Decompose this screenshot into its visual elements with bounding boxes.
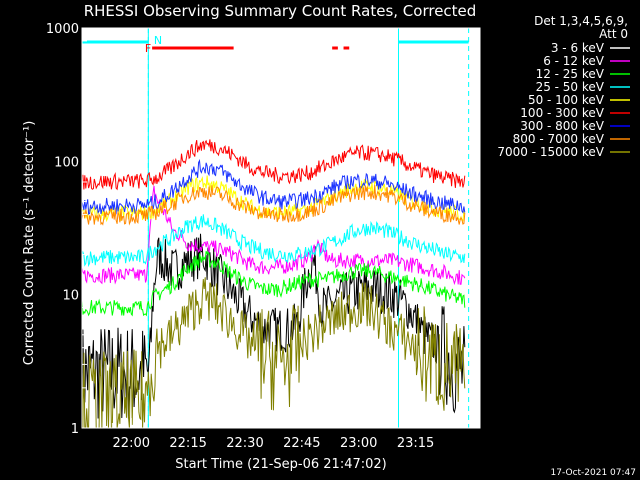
series-line-6 bbox=[81, 139, 466, 191]
x-tick-label: 22:00 bbox=[113, 436, 150, 451]
series-line-3 bbox=[81, 251, 466, 317]
x-tick-label: 23:00 bbox=[340, 436, 377, 451]
legend-entry-label: 6 - 12 keV bbox=[543, 54, 605, 68]
legend-entry-label: 100 - 300 keV bbox=[520, 106, 604, 120]
plot-frame bbox=[81, 27, 481, 429]
legend-entry-label: 25 - 50 keV bbox=[536, 80, 605, 94]
series-line-8 bbox=[81, 185, 466, 226]
legend-entry-label: 3 - 6 keV bbox=[551, 41, 605, 55]
x-axis: 22:00 22:15 22:30 22:45 23:00 23:15 bbox=[92, 28, 473, 451]
y-axis-label: Corrected Count Rate (s⁻¹ detector⁻¹) bbox=[22, 121, 37, 366]
x-tick-label: 22:30 bbox=[226, 436, 263, 451]
series-line-9 bbox=[81, 277, 466, 429]
y-tick-label: 1 bbox=[71, 422, 79, 437]
y-tick-label: 100 bbox=[54, 155, 79, 170]
legend-entry-label: 300 - 800 keV bbox=[520, 119, 604, 133]
series-lines bbox=[81, 139, 466, 429]
x-tick-label: 23:15 bbox=[397, 436, 434, 451]
x-tick-label: 22:45 bbox=[283, 436, 320, 451]
footer-timestamp: 17-Oct-2021 07:47 bbox=[551, 468, 636, 478]
legend-entry-label: 7000 - 15000 keV bbox=[497, 145, 604, 159]
y-tick-label: 1000 bbox=[46, 22, 79, 37]
x-tick-label: 22:15 bbox=[169, 436, 206, 451]
chart-title: RHESSI Observing Summary Count Rates, Co… bbox=[84, 2, 477, 20]
series-line-1 bbox=[81, 233, 466, 425]
series-line-4 bbox=[81, 214, 466, 268]
series-line-2 bbox=[81, 185, 466, 286]
y-axis: 1 10 100 1000 bbox=[46, 22, 480, 437]
legend-header-line-1: Det 1,3,4,5,6,9, bbox=[534, 14, 628, 28]
night-flag-label: N bbox=[154, 34, 162, 47]
series-line-7 bbox=[81, 158, 466, 215]
legend-entry-label: 800 - 7000 keV bbox=[513, 132, 605, 146]
night-flags bbox=[82, 28, 470, 428]
flare-flag-label: F bbox=[145, 42, 151, 55]
x-axis-label: Start Time (21-Sep-06 21:47:02) bbox=[175, 457, 386, 472]
legend-entry-label: 12 - 25 keV bbox=[536, 67, 605, 81]
y-tick-label: 10 bbox=[62, 289, 79, 304]
legend-entry-label: 50 - 100 keV bbox=[528, 93, 605, 107]
legend-header-line-2: Att 0 bbox=[599, 27, 628, 41]
